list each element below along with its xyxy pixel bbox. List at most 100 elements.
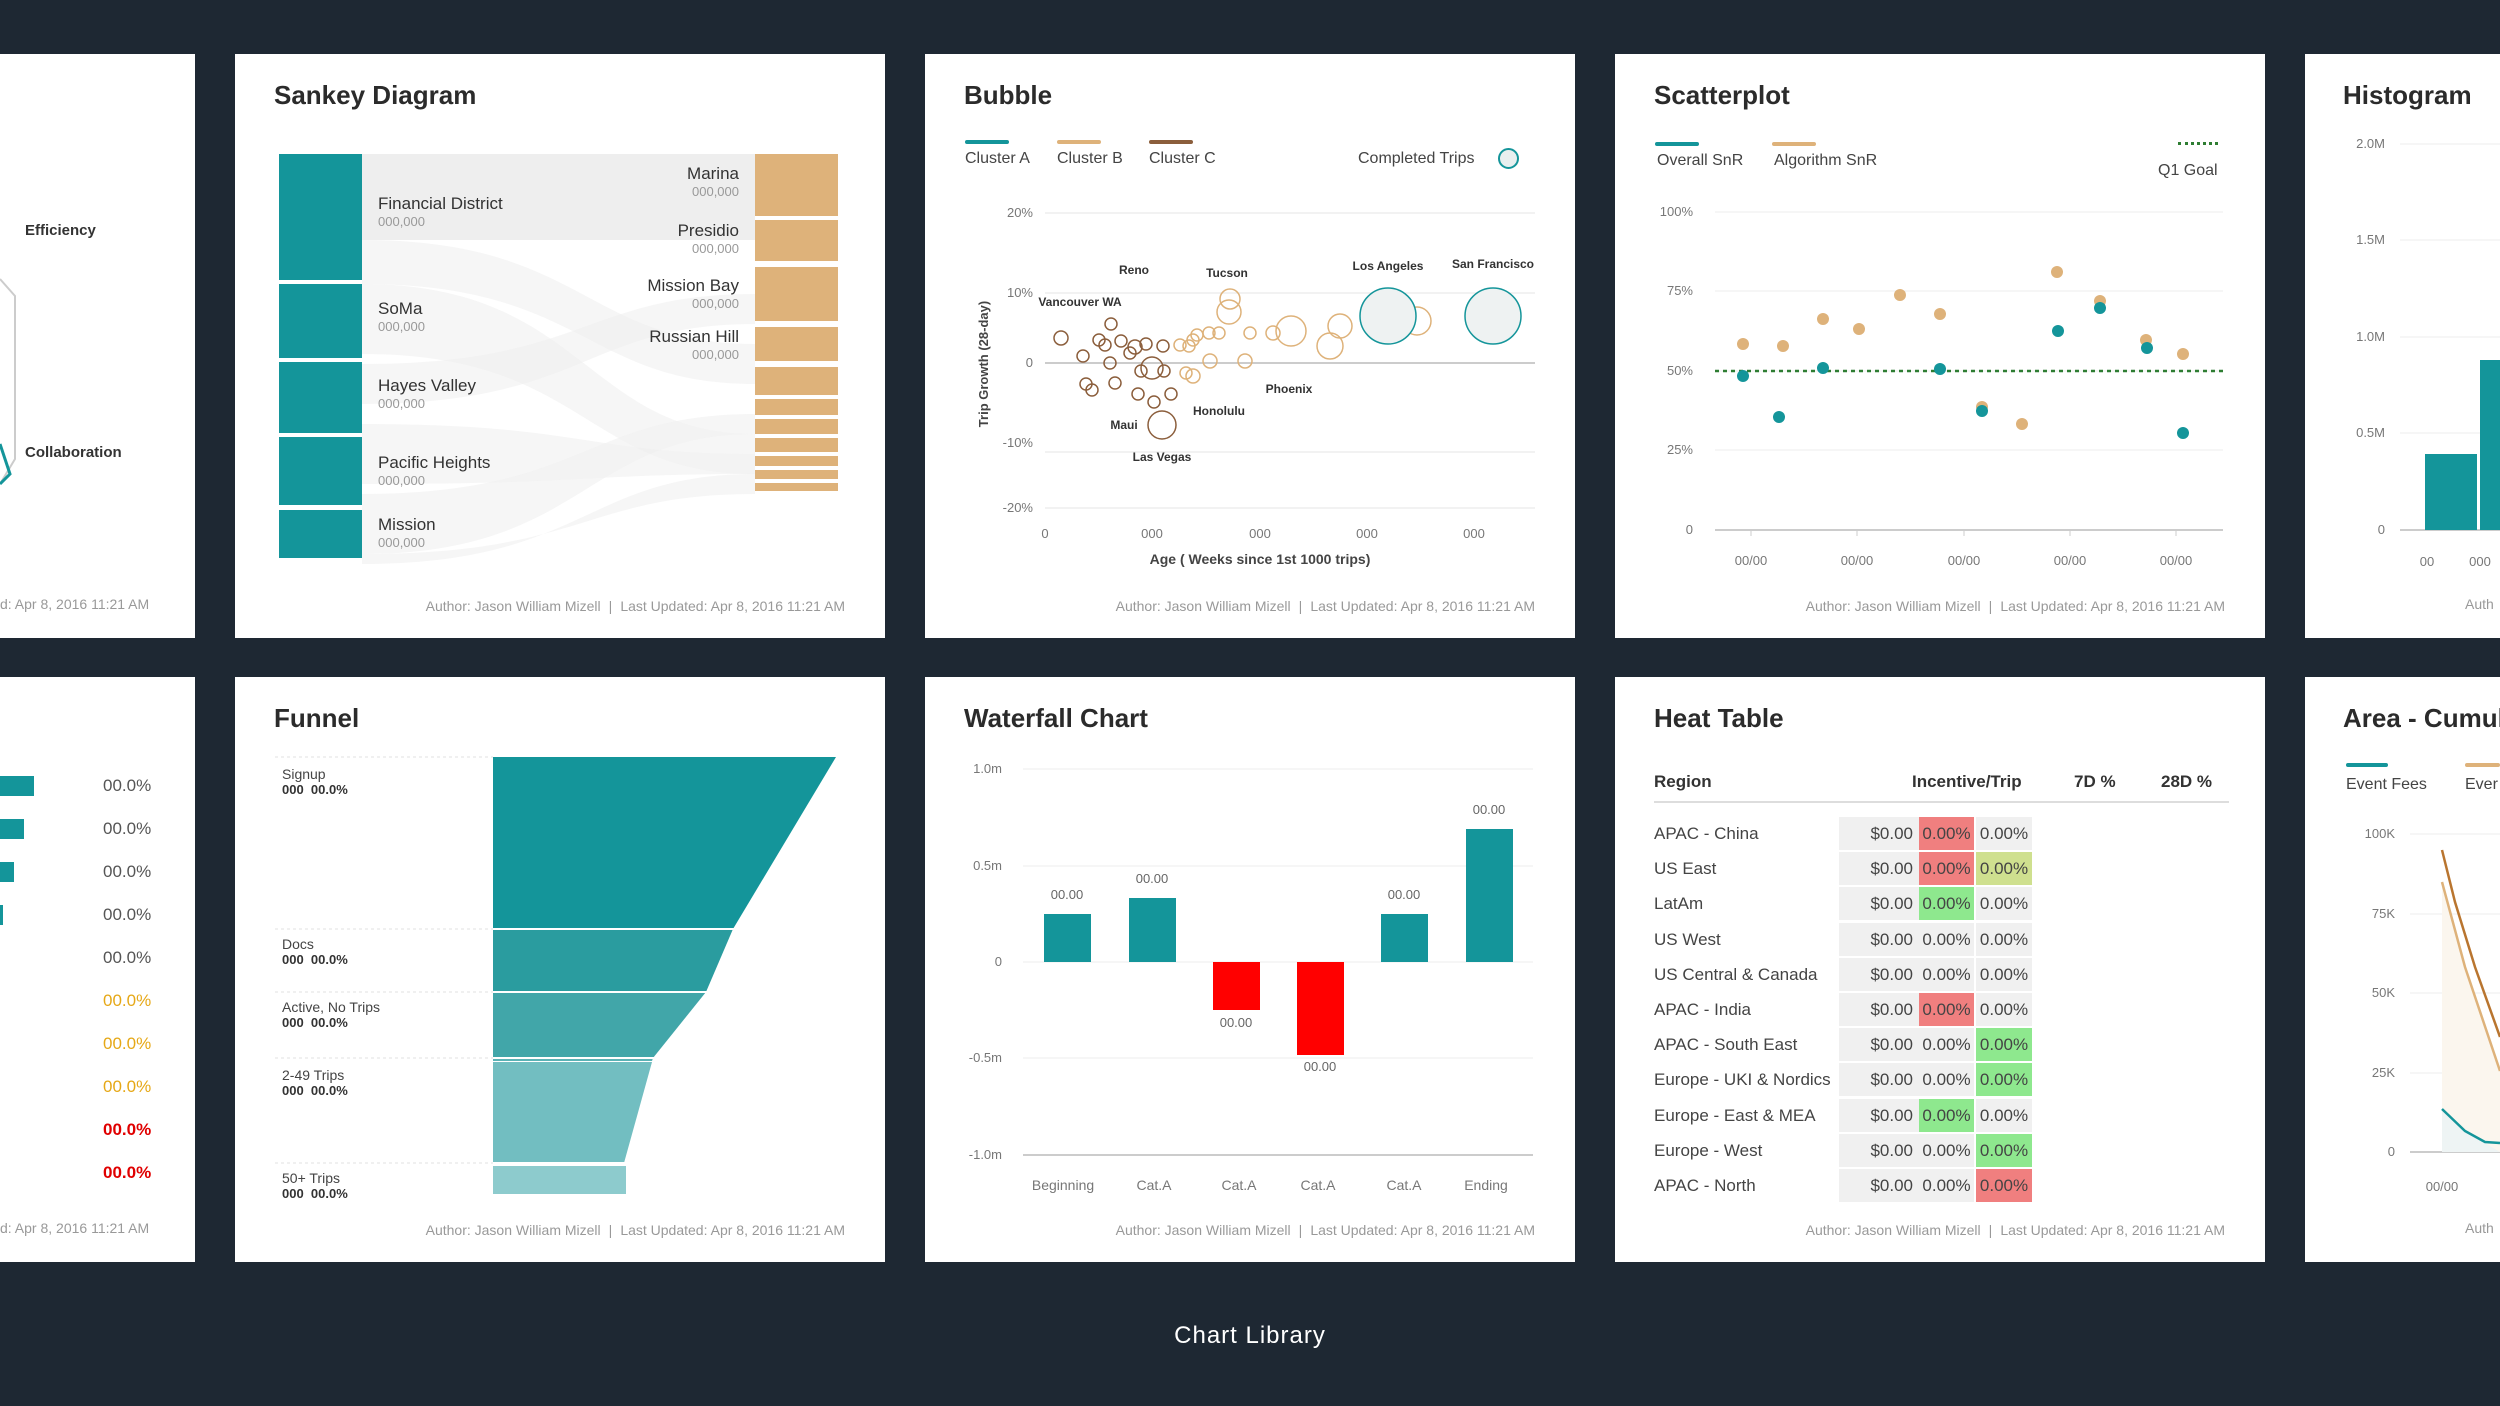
footer-updated: Last Updated: Apr 8, 2016 11:21 AM [620, 1222, 845, 1238]
city-label: Los Angeles [1353, 259, 1424, 273]
waterfall-xtick: Ending [1464, 1177, 1508, 1193]
table-row[interactable]: APAC - China$0.000.00%0.00%0.00% [1654, 817, 2229, 850]
scatterplot-card[interactable]: Scatterplot Overall SnR Algorithm SnR Q1… [1615, 54, 2265, 638]
stage-stat: 000 00.0% [282, 952, 348, 967]
waterfall-ytick: -0.5m [969, 1050, 1002, 1065]
waterfall-bar [1297, 962, 1344, 1055]
histogram-ytick: 0 [2378, 522, 2385, 537]
histogram-card[interactable]: Histogram 2.0M 1.5M 1.0M 0.5M 0 00 000 A… [2305, 54, 2500, 638]
waterfall-xtick: Cat.A [1386, 1177, 1422, 1193]
bar-list-card[interactable]: 00.0% 00.0% 00.0% 00.0% 00.0% 00.0% 00.0… [0, 677, 195, 1262]
stage-name: 50+ Trips [282, 1170, 340, 1186]
sankey-target-node [755, 438, 838, 452]
sankey-card[interactable]: Sankey Diagram [235, 54, 885, 638]
bubble-ytick: 0 [1026, 355, 1033, 370]
waterfall-xtick: Cat.A [1300, 1177, 1336, 1193]
sankey-source-node [279, 510, 362, 558]
waterfall-card[interactable]: Waterfall Chart 1.0m 0.5m 0 -0.5m -1.0m … [925, 677, 1575, 1262]
table-row[interactable]: APAC - North$0.000.00%0.00%0.00% [1654, 1169, 2229, 1202]
source-name: Pacific Heights [378, 453, 491, 472]
table-row[interactable]: Europe - West$0.000.00%0.00%0.00% [1654, 1133, 2229, 1167]
table-row[interactable]: Europe - UKI & Nordics$0.000.00%0.00%0.0… [1654, 1063, 2229, 1097]
bubble-card[interactable]: Bubble Cluster A Cluster B Cluster C Com… [925, 54, 1575, 638]
stage-stat: 000 00.0% [282, 1015, 348, 1030]
table-row[interactable]: APAC - South East$0.000.00%0.00%0.00% [1654, 1028, 2229, 1062]
bar-value: 00.0% [103, 776, 152, 795]
sankey-target-label: Marina 000,000 [687, 164, 739, 199]
sankey-target-label: Mission Bay 000,000 [647, 276, 739, 311]
scatter-ytick: 100% [1660, 204, 1694, 219]
card-title: Bubble [964, 80, 1053, 110]
area-ytick: 0 [2388, 1144, 2395, 1159]
waterfall-ytick: 0 [995, 954, 1002, 969]
sankey-target-label: Russian Hill 000,000 [649, 327, 739, 362]
sankey-target-node [755, 470, 838, 479]
scatter-chart: 100% 75% 50% 25% 0 00/00 00/00 00/00 00/… [1660, 204, 2223, 568]
cluster-c-bubbles [1053, 317, 1178, 440]
histogram-bars [2425, 360, 2500, 530]
table-row[interactable]: Europe - East & MEA$0.000.00%0.00%0.00% [1654, 1098, 2229, 1132]
incentive-cell: $0.00 [1839, 993, 1913, 1026]
legend-swatch-cluster-c [1149, 140, 1193, 144]
funnel-stage-label: Signup 000 00.0% [282, 766, 348, 797]
source-value: 000,000 [378, 319, 425, 334]
d7-heat-cell: 0.00% [1919, 1133, 1974, 1167]
area-chart-card[interactable]: Area - Cumula Event Fees Ever 100K 75K 5… [2305, 677, 2500, 1262]
footer-updated: Last Updated: Apr 8, 2016 11:21 AM [1310, 1222, 1535, 1238]
table-row[interactable]: LatAm$0.000.00%0.00%0.00% [1654, 887, 2229, 921]
city-label: Tucson [1206, 266, 1248, 280]
target-name: Presidio [677, 221, 739, 240]
bar-value: 00.0% [103, 819, 152, 838]
sankey-target-node [755, 327, 838, 361]
table-row[interactable]: US East$0.000.00%0.00%0.00% [1654, 852, 2229, 886]
legend-q1-goal: Q1 Goal [2158, 162, 2218, 179]
d7-heat-cell: 0.00% [1919, 993, 1974, 1026]
region-cell: APAC - China [1654, 824, 1759, 843]
footer-updated: Last Updated: Apr 8, 2016 11:21 AM [2000, 1222, 2225, 1238]
source-name: SoMa [378, 299, 423, 318]
city-label: Phoenix [1266, 382, 1313, 396]
legend-swatch-algorithm [1772, 142, 1816, 146]
card-footer: Author: Jason William Mizell | Last Update… [425, 598, 845, 614]
incentive-cell: $0.00 [1839, 1063, 1913, 1097]
city-label: Reno [1119, 263, 1149, 277]
region-cell: Europe - UKI & Nordics [1654, 1070, 1831, 1090]
waterfall-ytick: 1.0m [973, 761, 1002, 776]
incentive-cell: $0.00 [1839, 1133, 1913, 1167]
bubble-ytick: -10% [1003, 435, 1034, 450]
sankey-chart [279, 154, 838, 564]
table-row[interactable]: APAC - India$0.000.00%0.00%0.00% [1654, 993, 2229, 1026]
header-region: Region [1654, 772, 1712, 791]
funnel-stage-label: 50+ Trips 000 00.0% [282, 1170, 348, 1201]
legend-event-fees: Event Fees [2346, 776, 2427, 793]
overall-snr-points [1737, 302, 2189, 439]
d7-heat-cell: 0.00% [1919, 1098, 1974, 1132]
funnel-card[interactable]: Funnel Signup 000 00.0% Docs 000 00.0% A… [235, 677, 885, 1262]
sankey-target-node [755, 367, 838, 395]
d7-heat-cell: 0.00% [1919, 817, 1974, 850]
bar-value: 00.0% [103, 948, 152, 967]
card-title: Heat Table [1654, 703, 1784, 733]
d28-heat-cell: 0.00% [1976, 957, 2032, 991]
table-row[interactable]: US West$0.000.00%0.00%0.00% [1654, 922, 2229, 956]
bubble-xtick: 000 [1141, 526, 1163, 541]
waterfall-value-label: 00.00 [1304, 1059, 1337, 1074]
table-row[interactable]: US Central & Canada$0.000.00%0.00%0.00% [1654, 957, 2229, 991]
bar-list-chart [0, 776, 34, 925]
funnel-stage-label: Docs 000 00.0% [282, 936, 348, 967]
heat-table-card[interactable]: Heat Table Region Incentive/Trip 7D % 28… [1615, 677, 2265, 1262]
waterfall-xtick: Beginning [1032, 1177, 1094, 1193]
scatter-xtick: 00/00 [2054, 553, 2087, 568]
target-name: Russian Hill [649, 327, 739, 346]
incentive-cell: $0.00 [1839, 817, 1913, 850]
scatter-xtick: 00/00 [2160, 553, 2193, 568]
target-name: Mission Bay [647, 276, 739, 295]
sankey-target-node [755, 267, 838, 321]
legend-algorithm-snr: Algorithm SnR [1774, 152, 1878, 169]
histogram-footer: Auth [2465, 596, 2494, 612]
d28-heat-cell: 0.00% [1976, 1169, 2032, 1202]
legend-swatch-cluster-a [965, 140, 1009, 144]
target-name: Marina [687, 164, 739, 183]
area-series-line [2440, 849, 2500, 1038]
cluster-a-bubbles [1359, 287, 1522, 345]
